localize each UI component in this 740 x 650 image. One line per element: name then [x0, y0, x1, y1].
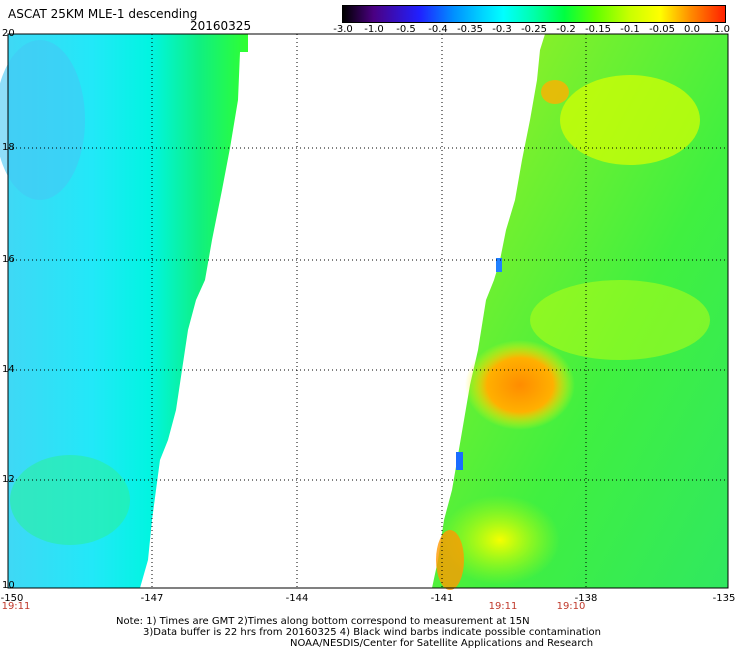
lon-label: -135: [712, 593, 736, 604]
lat-label: 14: [2, 364, 15, 375]
map-frame: [7, 33, 729, 589]
shade: [496, 258, 502, 272]
colorbar-tick: -0.1: [620, 24, 640, 35]
lat-label: 10: [2, 580, 15, 591]
shade: [465, 340, 575, 430]
graticule: [8, 34, 728, 588]
colorbar-tick: -0.5: [396, 24, 416, 35]
lon-label: -147: [140, 593, 164, 604]
lat-label: 16: [2, 254, 15, 265]
colorbar-tick: -1.0: [364, 24, 384, 35]
lon-label: -144: [285, 593, 309, 604]
shade: [0, 40, 85, 200]
lat-label: 12: [2, 474, 15, 485]
time-label: 19:11: [1, 601, 31, 612]
colorbar-tick: -0.4: [428, 24, 448, 35]
colorbar-tick: 1.0: [714, 24, 730, 35]
product-title: ASCAT 25KM MLE-1 descending: [8, 7, 198, 21]
lat-label: 20: [2, 28, 15, 39]
colorbar-tick: -0.25: [521, 24, 547, 35]
shade: [530, 280, 710, 360]
time-label: 19:11: [488, 601, 518, 612]
colorbar: [342, 5, 726, 23]
note-line-3: NOAA/NESDIS/Center for Satellite Applica…: [290, 638, 594, 649]
lon-label: -141: [430, 593, 454, 604]
shade: [440, 495, 560, 585]
colorbar-tick: -0.15: [585, 24, 611, 35]
note-line-1: Note: 1) Times are GMT 2)Times along bot…: [116, 616, 530, 627]
colorbar-tick: -0.3: [492, 24, 512, 35]
colorbar-tick: -0.2: [556, 24, 576, 35]
note-line-2: 3)Data buffer is 22 hrs from 20160325 4)…: [143, 627, 601, 638]
colorbar-tick: 0.0: [684, 24, 700, 35]
time-label: 19:10: [556, 601, 586, 612]
shade: [456, 452, 463, 470]
shade: [541, 80, 569, 104]
colorbar-tick: -3.0: [333, 24, 353, 35]
colorbar-tick: -0.35: [457, 24, 483, 35]
colorbar-tick: -0.05: [649, 24, 675, 35]
lat-label: 18: [2, 142, 15, 153]
lon-label: -150: [0, 593, 24, 604]
shade: [10, 455, 130, 545]
product-date: 20160325: [190, 19, 252, 33]
shade: [436, 530, 464, 590]
lon-label: -138: [574, 593, 598, 604]
shade: [560, 75, 700, 165]
